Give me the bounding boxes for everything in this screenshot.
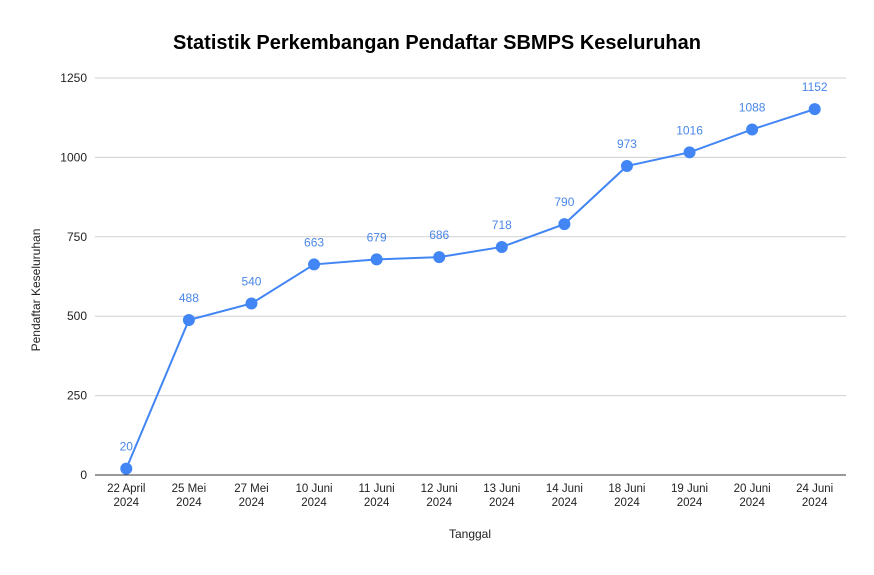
x-tick-label: 24 Juni 2024 <box>796 483 833 509</box>
x-tick-label: 22 April 2024 <box>107 483 145 509</box>
data-point <box>433 251 446 264</box>
y-tick-label: 0 <box>80 468 87 482</box>
data-label: 663 <box>304 235 324 249</box>
data-point <box>308 258 321 271</box>
data-label: 790 <box>554 195 574 209</box>
x-tick-label-line: 2024 <box>301 497 327 509</box>
x-tick-label-line: 2024 <box>802 497 828 509</box>
x-tick-label: 27 Mei 2024 <box>234 483 269 509</box>
x-tick-label-line: 24 Juni <box>796 483 833 495</box>
x-tick-label-line: 14 Juni <box>546 483 583 495</box>
x-tick-label: 25 Mei 2024 <box>172 483 207 509</box>
x-tick-label: 11 Juni 2024 <box>359 483 395 509</box>
x-axis-ticks: 22 April 2024 25 Mei 2024 27 Mei 2024 10 Juni 2… <box>107 483 833 509</box>
x-tick-label-line: 2024 <box>113 497 139 509</box>
x-tick-label-line: 2024 <box>239 497 265 509</box>
y-axis-ticks: 0 250 500 750 1000 1250 <box>60 71 87 482</box>
x-tick-label-line: 27 Mei <box>234 483 269 495</box>
y-tick-label: 750 <box>67 230 87 244</box>
x-tick-label-line: 20 Juni <box>734 483 771 495</box>
y-tick-label: 250 <box>67 389 87 403</box>
data-labels: 20 488 540 663 679 686 718 790 973 1016 1088 1152 <box>120 80 828 454</box>
x-tick-label-line: 13 Juni <box>483 483 520 495</box>
data-point <box>558 218 571 231</box>
data-label: 1016 <box>676 123 703 137</box>
x-tick-label: 20 Juni 2024 <box>734 483 771 509</box>
data-label: 1088 <box>739 100 766 114</box>
data-point <box>746 123 759 136</box>
x-tick-label: 13 Juni 2024 <box>483 483 520 509</box>
x-tick-label-line: 2024 <box>176 497 202 509</box>
series-line <box>125 108 816 470</box>
gridlines <box>95 77 846 397</box>
x-tick-label-line: 2024 <box>739 497 765 509</box>
x-tick-label-line: 2024 <box>677 497 703 509</box>
y-tick-label: 1250 <box>60 71 87 85</box>
x-tick-label-line: 2024 <box>614 497 640 509</box>
x-tick-label-line: 25 Mei <box>172 483 207 495</box>
chart-title: Statistik Perkembangan Pendaftar SBMPS K… <box>173 32 701 54</box>
data-label: 20 <box>120 440 134 454</box>
data-point <box>370 253 383 266</box>
data-label: 718 <box>492 218 512 232</box>
data-point <box>245 297 258 310</box>
x-tick-label-line: 11 Juni <box>359 483 395 495</box>
x-tick-label: 10 Juni 2024 <box>295 483 332 509</box>
data-label: 686 <box>429 228 449 242</box>
data-point <box>620 159 633 172</box>
x-tick-label-line: 22 April <box>107 483 145 495</box>
y-tick-label: 1000 <box>60 150 87 164</box>
x-tick-label: 14 Juni 2024 <box>546 483 583 509</box>
data-label: 488 <box>179 291 199 305</box>
x-tick-label: 12 Juni 2024 <box>421 483 458 509</box>
x-tick-label-line: 18 Juni <box>608 483 645 495</box>
data-point <box>683 146 696 159</box>
x-tick-label-line: 12 Juni <box>421 483 458 495</box>
data-point <box>182 314 195 327</box>
data-label: 540 <box>241 274 261 288</box>
data-label: 679 <box>367 230 387 244</box>
x-tick-label-line: 2024 <box>552 497 578 509</box>
data-point <box>120 462 133 475</box>
x-tick-label: 19 Juni 2024 <box>671 483 708 509</box>
y-axis-title: Pendaftar Keseluruhan <box>29 229 43 352</box>
y-tick-label: 500 <box>67 309 87 323</box>
data-point <box>495 240 508 253</box>
x-tick-label-line: 19 Juni <box>671 483 708 495</box>
x-tick-label-line: 2024 <box>364 497 390 509</box>
series-layer <box>120 103 821 475</box>
x-tick-label-line: 2024 <box>426 497 452 509</box>
x-axis-title: Tanggal <box>449 527 491 541</box>
data-label: 1152 <box>802 80 828 94</box>
data-label: 973 <box>617 137 637 151</box>
data-point <box>808 103 821 116</box>
x-tick-label-line: 2024 <box>489 497 515 509</box>
x-tick-label-line: 10 Juni <box>295 483 332 495</box>
x-tick-label: 18 Juni 2024 <box>608 483 645 509</box>
